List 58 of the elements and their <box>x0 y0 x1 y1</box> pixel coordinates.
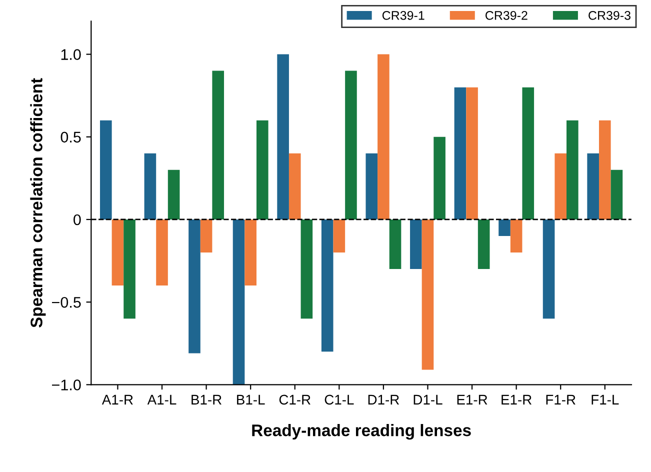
bar <box>466 87 478 220</box>
y-tick-label: −1.0 <box>52 380 81 390</box>
bar <box>510 219 522 253</box>
bar <box>522 87 534 220</box>
bar <box>454 87 466 220</box>
x-tick-label: E1-R <box>502 394 532 404</box>
y-tick-label: −0.5 <box>52 296 81 308</box>
bar <box>321 219 334 352</box>
x-tick-label: F1-L <box>592 394 619 404</box>
x-axis-title: Ready-made reading lenses <box>252 424 471 440</box>
bar <box>144 153 156 220</box>
bar <box>566 120 578 220</box>
y-axis-title: Spearman correlation cofficient <box>30 78 46 328</box>
bar <box>410 219 422 270</box>
bar <box>300 219 313 319</box>
bar <box>434 136 446 220</box>
bar <box>498 219 510 236</box>
bar <box>168 170 180 220</box>
bar <box>112 219 124 286</box>
legend-label: CR39-3 <box>588 11 630 20</box>
x-tick-label: C1-R <box>279 394 310 405</box>
x-tick-label: D1-L <box>414 394 442 404</box>
y-tick-label: 0.5 <box>60 132 81 143</box>
y-tick-label: 1.0 <box>61 49 81 60</box>
x-tick-label: F1-R <box>546 394 576 404</box>
bar <box>232 219 245 385</box>
x-tick-label: B1-R <box>192 394 222 404</box>
y-tick-label: 0 <box>74 214 81 226</box>
bar <box>124 219 136 319</box>
bar <box>244 219 256 286</box>
bar <box>389 219 402 270</box>
bar <box>212 70 224 220</box>
legend-label: CR39-1 <box>382 11 424 20</box>
bar <box>422 219 434 370</box>
bar <box>188 219 200 354</box>
x-tick-label: B1-L <box>237 394 265 404</box>
bar <box>366 153 378 220</box>
bar <box>478 219 490 270</box>
x-tick-label: D1-R <box>368 394 400 404</box>
x-tick-label: C1-L <box>324 394 354 405</box>
bar <box>256 120 268 220</box>
x-tick-label: A1-L <box>147 394 176 404</box>
bar <box>542 219 555 319</box>
bar <box>333 219 346 253</box>
bar <box>100 120 112 220</box>
bar <box>200 219 212 253</box>
bar <box>554 153 567 220</box>
legend-label: CR39-2 <box>486 11 528 20</box>
bar <box>378 54 390 220</box>
x-tick-label: A1-R <box>102 394 133 404</box>
bar <box>156 219 168 286</box>
bar <box>587 153 599 220</box>
bar <box>345 70 357 220</box>
x-tick-label: E1-R <box>457 394 488 404</box>
bar <box>610 170 623 220</box>
bar <box>598 120 611 220</box>
bar <box>277 54 289 220</box>
bar <box>288 153 301 220</box>
